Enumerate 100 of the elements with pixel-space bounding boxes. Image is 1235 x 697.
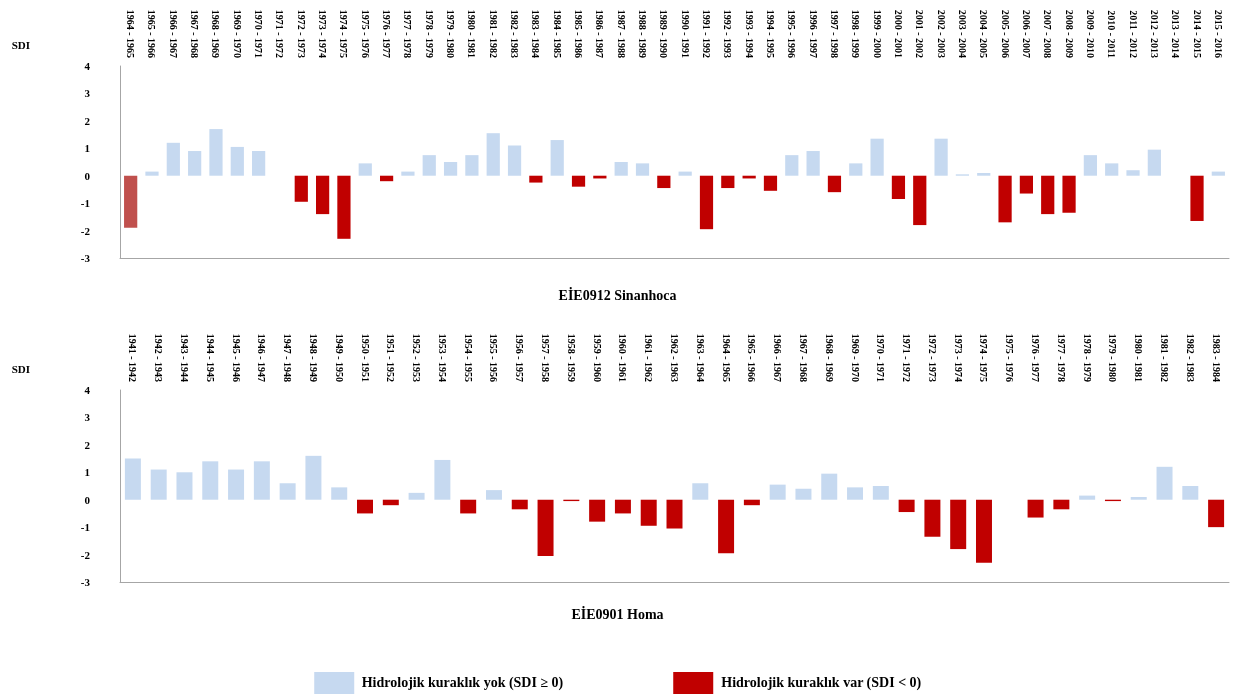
x-tick-label: 2005 - 2006 bbox=[999, 9, 1011, 58]
x-tick-label: 2004 - 2005 bbox=[978, 9, 990, 58]
x-tick-label: 1989 - 1990 bbox=[658, 9, 670, 58]
y-tick-label: 3 bbox=[84, 87, 91, 100]
x-tick-label: 1954 - 1955 bbox=[462, 333, 474, 382]
bar bbox=[743, 499, 760, 506]
bar bbox=[1083, 155, 1097, 176]
x-tick-label: 1993 - 1994 bbox=[743, 9, 755, 58]
bar bbox=[209, 129, 223, 176]
bar bbox=[294, 175, 308, 202]
x-tick-label: 1982 - 1983 bbox=[1184, 333, 1196, 382]
x-tick-label: 1970 - 1971 bbox=[875, 333, 887, 382]
bar bbox=[827, 175, 842, 193]
x-tick-label: 2012 - 2013 bbox=[1148, 9, 1160, 58]
x-tick-label: 1975 - 1976 bbox=[1004, 333, 1016, 382]
y-tick-label: -2 bbox=[80, 224, 91, 237]
y-tick-label: -3 bbox=[80, 252, 91, 264]
x-tick-label: 1983 - 1984 bbox=[1210, 333, 1222, 382]
bar bbox=[1130, 496, 1147, 500]
x-tick-label: 1964 - 1965 bbox=[125, 9, 137, 58]
x-tick-label: 1972 - 1973 bbox=[295, 9, 307, 58]
bar bbox=[589, 499, 606, 522]
bar bbox=[1062, 175, 1076, 213]
bar bbox=[252, 151, 266, 176]
y-tick-label: -1 bbox=[80, 521, 90, 534]
bar bbox=[202, 461, 219, 500]
y-tick-label: 2 bbox=[84, 438, 91, 451]
bar bbox=[1105, 163, 1119, 176]
bar bbox=[460, 499, 477, 514]
legend-label: Hidrolojik kuraklık var (SDI < 0) bbox=[721, 675, 922, 691]
bar bbox=[507, 145, 522, 176]
y-tick-label: -1 bbox=[80, 197, 90, 210]
x-tick-label: 1996 - 1997 bbox=[807, 9, 819, 58]
bar bbox=[692, 483, 709, 500]
bar bbox=[315, 175, 330, 215]
bar bbox=[1053, 499, 1070, 510]
bar bbox=[950, 499, 967, 550]
x-tick-label: 1994 - 1995 bbox=[764, 9, 776, 58]
x-tick-label: 1942 - 1943 bbox=[153, 333, 165, 382]
x-tick-label: 1968 - 1969 bbox=[210, 9, 222, 58]
y-axis-title: SDI bbox=[11, 362, 30, 375]
x-tick-label: 1973 - 1974 bbox=[952, 333, 964, 382]
x-tick-label: 1999 - 2000 bbox=[871, 9, 883, 58]
y-tick-label: 2 bbox=[84, 114, 91, 127]
bar bbox=[124, 175, 138, 228]
x-tick-label: 1960 - 1961 bbox=[617, 333, 629, 382]
bar bbox=[166, 142, 180, 176]
x-tick-label: 1987 - 1988 bbox=[615, 9, 627, 58]
bar bbox=[721, 175, 735, 189]
bar bbox=[305, 455, 322, 500]
bar bbox=[699, 175, 714, 230]
bar bbox=[124, 458, 141, 500]
x-tick-label: 2002 - 2003 bbox=[935, 9, 947, 58]
x-tick-label: 1947 - 1948 bbox=[282, 333, 294, 382]
bar bbox=[975, 499, 992, 563]
bar bbox=[537, 499, 554, 556]
bar bbox=[1041, 175, 1055, 215]
x-tick-label: 2007 - 2008 bbox=[1042, 9, 1054, 58]
bar bbox=[640, 499, 657, 526]
bar bbox=[849, 163, 863, 176]
x-tick-label: 1997 - 1998 bbox=[828, 9, 840, 58]
bar bbox=[422, 155, 436, 176]
x-tick-label: 2015 - 2016 bbox=[1212, 9, 1224, 58]
bar bbox=[550, 140, 564, 176]
x-tick-label: 1963 - 1964 bbox=[694, 333, 706, 382]
bar bbox=[443, 162, 458, 176]
x-tick-label: 1978 - 1979 bbox=[423, 9, 435, 58]
y-tick-label: 1 bbox=[84, 142, 90, 155]
y-tick-label: 1 bbox=[84, 466, 90, 479]
x-tick-label: 1970 - 1971 bbox=[253, 9, 265, 58]
x-tick-label: 1953 - 1954 bbox=[436, 333, 448, 382]
bar bbox=[150, 469, 167, 500]
x-tick-label: 1988 - 1989 bbox=[637, 9, 649, 58]
bar bbox=[898, 499, 915, 513]
x-tick-label: 1969 - 1970 bbox=[849, 333, 861, 382]
x-tick-label: 1983 - 1984 bbox=[530, 9, 542, 58]
x-tick-label: 2006 - 2007 bbox=[1020, 9, 1032, 58]
text: EİE0901 Homa bbox=[571, 605, 664, 622]
x-tick-label: 2001 - 2002 bbox=[914, 9, 926, 58]
bar bbox=[228, 469, 245, 500]
x-tick-label: 1945 - 1946 bbox=[230, 333, 242, 382]
bar bbox=[408, 492, 425, 500]
x-tick-label: 2008 - 2009 bbox=[1063, 9, 1075, 58]
bar bbox=[785, 155, 799, 176]
bar bbox=[924, 499, 941, 537]
x-tick-label: 1980 - 1981 bbox=[1133, 333, 1145, 382]
bar bbox=[678, 171, 692, 176]
bar bbox=[571, 175, 586, 187]
x-tick-label: 2003 - 2004 bbox=[956, 9, 968, 58]
bar bbox=[145, 171, 159, 176]
bar bbox=[511, 499, 528, 510]
x-tick-label: 1966 - 1967 bbox=[772, 333, 784, 382]
x-tick-label: 1950 - 1951 bbox=[359, 333, 371, 382]
bar bbox=[401, 171, 415, 176]
y-tick-label: 4 bbox=[84, 60, 91, 72]
x-tick-label: 2000 - 2001 bbox=[892, 9, 904, 58]
bar bbox=[977, 172, 991, 176]
y-axis-title: SDI bbox=[11, 38, 30, 51]
x-tick-label: 1974 - 1975 bbox=[338, 9, 350, 58]
x-tick-label: 1946 - 1947 bbox=[256, 333, 268, 382]
